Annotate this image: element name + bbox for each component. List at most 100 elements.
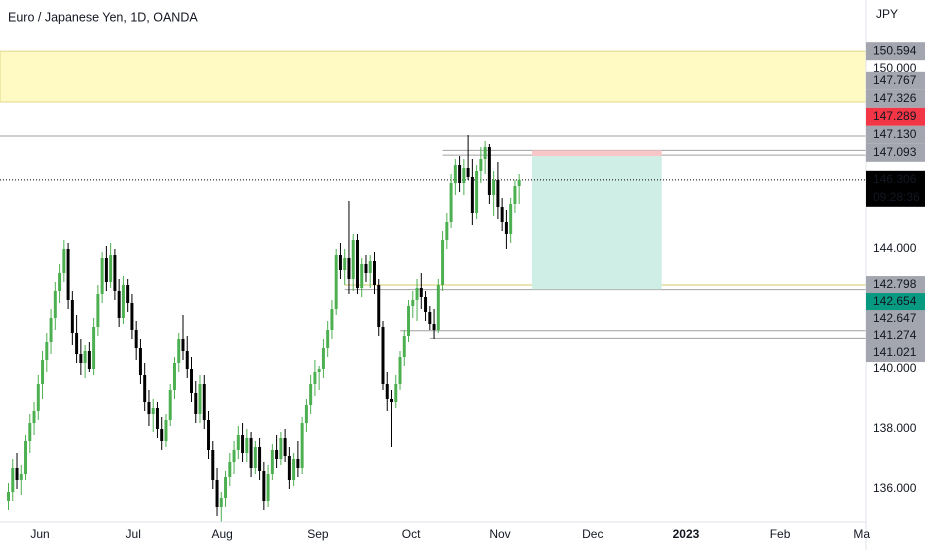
x-tick-label: Ma [853,527,870,541]
candle-body [309,384,313,405]
y-tick-label: 138.000 [873,421,917,435]
chart-title: Euro / Japanese Yen, 1D, OANDA [8,10,198,24]
candle-body [449,183,453,222]
candle-body [419,288,423,297]
candle-body [143,375,147,402]
candle-body [70,300,74,333]
candle-body [28,423,32,441]
x-tick-label: Dec [582,527,603,541]
price-label-box [866,310,925,329]
candle-body [483,147,487,159]
candle-body [296,459,300,468]
candle-body [207,420,211,450]
candle-body [500,207,504,222]
candle-body [424,297,428,312]
candle-body [109,255,113,282]
candle-body [215,480,219,507]
price-label: 142.654 [873,294,917,308]
candle-body [287,456,291,480]
candle-body [364,264,368,273]
candle-body [321,348,325,369]
candle-body [138,348,142,375]
candle-body [100,258,104,294]
candle-body [45,342,49,360]
position-target [531,156,662,290]
candle-body [224,477,228,498]
price-label: 147.130 [873,127,917,141]
candle-body [292,459,296,480]
candle-body [360,264,364,288]
candle-body [24,441,28,474]
price-label: 141.274 [873,328,917,342]
candle-body [428,312,432,324]
candle-body [458,165,462,183]
candle-body [41,360,45,384]
x-tick-label: Nov [489,527,510,541]
price-label-box [866,143,925,162]
candle-body [372,261,376,285]
candle-body [19,474,23,480]
candle-body [347,258,351,279]
candle-body [249,438,253,468]
candle-body [121,285,125,318]
price-label-box [866,107,925,126]
candle-body [36,384,40,411]
candle-body [351,240,355,279]
candle-body [75,333,79,354]
candle-body [398,357,402,384]
candle-body [411,300,415,306]
candle-body [270,450,274,474]
price-label: 147.767 [873,73,917,87]
candle-body [300,423,304,468]
candle-body [496,180,500,207]
y-tick-label: 136.000 [873,481,917,495]
candle-body [185,351,189,369]
candle-body [155,408,159,429]
candle-body [334,255,338,309]
candle-body [232,450,236,462]
candle-body [326,330,330,348]
candle-body [130,303,134,330]
x-tick-label: Aug [211,527,232,541]
candle-body [172,363,176,390]
candle-body [236,435,240,450]
candle-body [445,222,449,240]
candle-body [198,384,202,414]
candle-body [453,165,457,183]
candle-body [134,330,138,348]
candle-body [83,351,87,363]
zone [0,50,867,103]
candle-body [66,249,70,300]
price-label-box [866,293,925,312]
price-label: 147.289 [873,109,917,123]
price-label-box [866,42,925,61]
candle-body [338,255,342,270]
candle-body [15,468,19,480]
candle-body [164,420,168,441]
x-tick-label: Jun [30,527,49,541]
candle-body [436,285,440,330]
y-tick-label: 140.000 [873,361,917,375]
candle-body [517,179,521,186]
candle-body [475,171,479,213]
candle-body [92,327,96,369]
candle-body [147,402,151,414]
price-label-box [866,89,925,108]
price-label: 142.647 [873,311,917,325]
candle-body [441,240,445,285]
candle-body [462,168,466,183]
candle-body [466,168,470,177]
candle-body [245,438,249,453]
position-stop [531,150,662,157]
candle-body [62,249,66,273]
y-tick-label: 144.000 [873,241,917,255]
price-label-box [866,276,925,295]
candle-body [381,327,385,384]
x-tick-label: Sep [307,527,329,541]
candle-body [126,285,130,303]
candle-body [377,285,381,327]
candle-body [343,258,347,270]
countdown: 09:28:36 [873,190,920,204]
price-label: 147.093 [873,145,917,159]
